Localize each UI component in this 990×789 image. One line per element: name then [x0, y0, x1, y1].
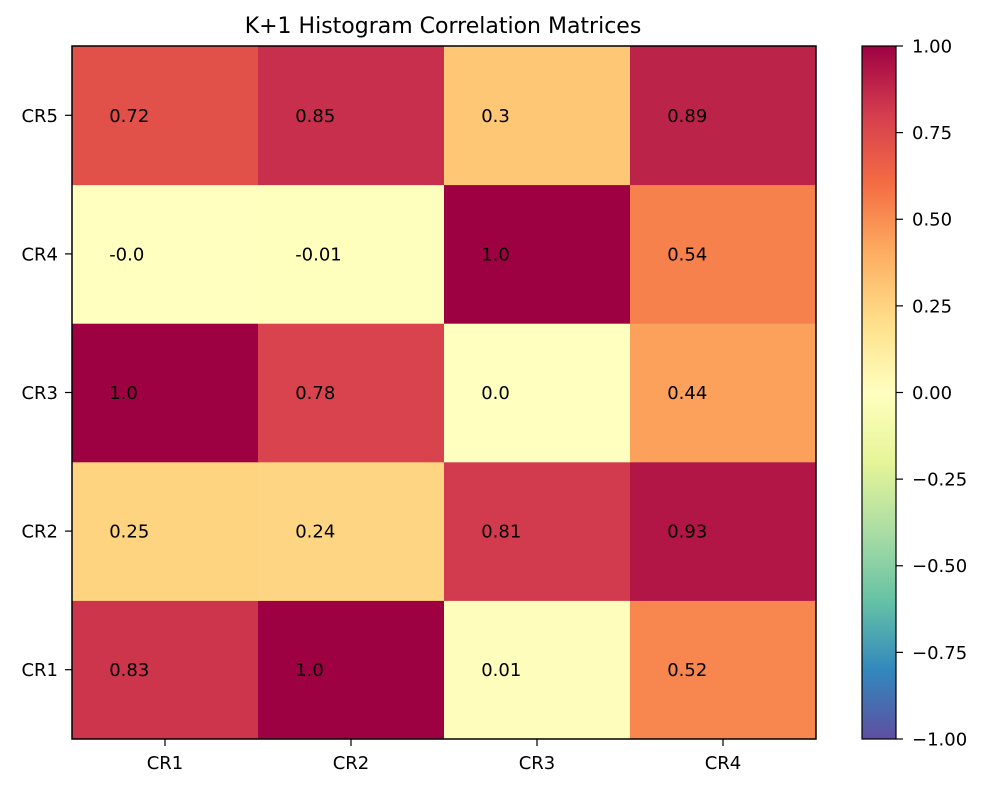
- colorbar-tick-label: 1.00: [912, 36, 952, 57]
- colorbar-tick-label: 0.50: [912, 210, 952, 231]
- cell-value-label: 0.54: [667, 244, 707, 265]
- chart-title: K+1 Histogram Correlation Matrices: [245, 14, 642, 39]
- y-tick-label: CR5: [21, 106, 58, 127]
- x-axis: CR1 CR2 CR3 CR4: [147, 739, 742, 774]
- colorbar-tick-label: 0.25: [912, 296, 952, 317]
- x-tick-label: CR4: [705, 753, 742, 774]
- cell-value-label: 0.83: [109, 660, 149, 681]
- heatmap-cell: [444, 600, 631, 740]
- heatmap-cell: [72, 461, 259, 601]
- cell-value-label: 0.24: [295, 522, 335, 543]
- heatmap-cell: [72, 46, 259, 186]
- colorbar-tick-label: −0.25: [912, 470, 967, 491]
- colorbar: [861, 45, 897, 740]
- cell-value-label: 0.93: [667, 522, 707, 543]
- cell-value-label: -0.0: [109, 244, 144, 265]
- heatmap-cell: [72, 184, 259, 324]
- colorbar-tick-label: −0.50: [912, 556, 967, 577]
- cell-value-label: 0.44: [667, 383, 707, 404]
- y-axis: CR1 CR2 CR3 CR4 CR5: [21, 106, 72, 681]
- heatmap-cell-labels: 0.83 1.0 0.01 0.52 0.25 0.24 0.81 0.93 1.0 0.78 0.…: [109, 106, 707, 681]
- heatmap-cell: [444, 461, 631, 601]
- cell-value-label: 0.3: [481, 106, 510, 127]
- y-tick-label: CR4: [21, 244, 58, 265]
- cell-value-label: 0.72: [109, 106, 149, 127]
- x-tick-label: CR3: [519, 753, 556, 774]
- heatmap-cell: [258, 46, 445, 186]
- cell-value-label: 0.89: [667, 106, 707, 127]
- cell-value-label: 0.85: [295, 106, 335, 127]
- cell-value-label: -0.01: [295, 244, 342, 265]
- heatmap-cells: [72, 46, 817, 740]
- cell-value-label: 0.52: [667, 660, 707, 681]
- heatmap-cell: [258, 323, 445, 463]
- cell-value-label: 0.0: [481, 383, 510, 404]
- cell-value-label: 0.01: [481, 660, 521, 681]
- cell-value-label: 1.0: [109, 383, 138, 404]
- heatmap-cell: [444, 323, 631, 463]
- heatmap-cell: [630, 461, 817, 601]
- cell-value-label: 0.25: [109, 522, 149, 543]
- heatmap-cell: [444, 46, 631, 186]
- y-tick-label: CR2: [21, 522, 58, 543]
- colorbar-axis: 1.00 0.75 0.50 0.25 0.00 −0.25 −0.50 −0.75 −1.00: [896, 36, 967, 750]
- heatmap-cell: [258, 184, 445, 324]
- heatmap-cell: [630, 323, 817, 463]
- colorbar-gradient: [861, 45, 897, 740]
- colorbar-tick-label: 0.00: [912, 383, 952, 404]
- heatmap-cell: [444, 184, 631, 324]
- colorbar-tick-label: −1.00: [912, 729, 967, 750]
- y-tick-label: CR1: [21, 660, 58, 681]
- heatmap-cell: [630, 46, 817, 186]
- heatmap-cell: [258, 600, 445, 740]
- x-tick-label: CR1: [147, 753, 184, 774]
- heatmap-cell: [630, 184, 817, 324]
- heatmap-cell: [72, 600, 259, 740]
- cell-value-label: 1.0: [481, 244, 510, 265]
- colorbar-tick-label: −0.75: [912, 643, 967, 664]
- heatmap-cell: [72, 323, 259, 463]
- cell-value-label: 0.81: [481, 522, 521, 543]
- heatmap-cell: [258, 461, 445, 601]
- y-tick-label: CR3: [21, 383, 58, 404]
- colorbar-tick-label: 0.75: [912, 123, 952, 144]
- cell-value-label: 1.0: [295, 660, 324, 681]
- x-tick-label: CR2: [333, 753, 370, 774]
- cell-value-label: 0.78: [295, 383, 335, 404]
- heatmap-cell: [630, 600, 817, 740]
